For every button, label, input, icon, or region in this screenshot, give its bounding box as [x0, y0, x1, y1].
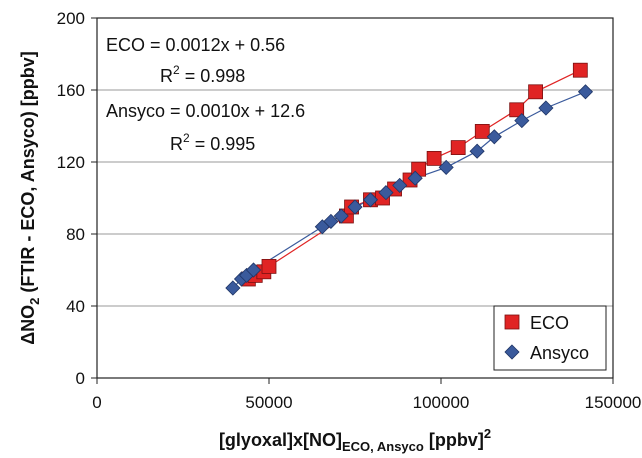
y-tick-label: 0 — [76, 369, 85, 388]
y-tick-label: 120 — [57, 153, 85, 172]
eco-r2-sup: 2 — [173, 63, 180, 77]
data-point-ansyco — [225, 280, 241, 296]
y-tick-label: 40 — [66, 297, 85, 316]
y-axis-label-pre: ΔNO — [18, 305, 38, 345]
data-point-ansyco — [323, 213, 339, 229]
ansyco-r-squared: R2 = 0.995 — [170, 131, 255, 154]
legend-eco-label: ECO — [530, 313, 569, 333]
x-tick-label: 150000 — [585, 393, 642, 412]
x-axis-label-sub: ECO, Ansyco — [342, 439, 424, 454]
y-tick-label: 80 — [66, 225, 85, 244]
ansyco-r2-value: = 0.995 — [190, 134, 256, 154]
data-point-ansyco — [333, 208, 349, 224]
ansyco-fit-equation: Ansyco = 0.0010x + 12.6 — [106, 101, 305, 121]
data-point-eco — [572, 62, 588, 78]
data-markers — [225, 62, 594, 296]
x-tick-label: 50000 — [245, 393, 292, 412]
data-point-ansyco — [486, 129, 502, 145]
axis-ticks: 0 40 80 120 160 200 0 50000 100000 150000 — [57, 9, 642, 412]
plot-area — [96, 17, 614, 379]
data-point-ansyco — [469, 143, 485, 159]
legend-eco-marker — [504, 314, 520, 330]
annotation-ansyco: Ansyco = 0.0010x + 12.6 R2 = 0.995 — [106, 101, 305, 154]
data-point-eco — [261, 258, 277, 274]
data-point-ansyco — [514, 113, 530, 129]
y-tick-label: 160 — [57, 81, 85, 100]
series-line-ansyco — [232, 91, 586, 289]
data-point-ansyco — [347, 199, 363, 215]
data-point-ansyco — [362, 192, 379, 208]
data-point-ansyco — [438, 159, 454, 175]
eco-fit-equation: ECO = 0.0012x + 0.56 — [106, 35, 285, 55]
x-axis-label-main: [glyoxal]x[NO] — [219, 430, 342, 450]
data-point-eco — [474, 124, 490, 139]
legend-ansyco-label: Ansyco — [530, 343, 589, 363]
annotation-eco: ECO = 0.0012x + 0.56 R2 = 0.998 — [106, 35, 285, 86]
y-axis-label-post: (FTIR - ECO, Ansyco) [ppbv] — [18, 51, 38, 297]
ansyco-r2-sup: 2 — [183, 131, 190, 145]
x-axis-label-sup: 2 — [484, 426, 491, 441]
x-axis-label: [glyoxal]x[NO]ECO, Ansyco [ppbv]2 — [219, 426, 491, 454]
data-point-eco — [450, 140, 466, 156]
eco-r2-label: R — [160, 66, 173, 86]
data-point-ansyco — [378, 185, 394, 201]
data-point-ansyco — [245, 262, 262, 278]
data-point-eco — [509, 102, 525, 118]
y-axis-label: ΔNO2 (FTIR - ECO, Ansyco) [ppbv] — [18, 51, 42, 345]
eco-r-squared: R2 = 0.998 — [160, 63, 245, 86]
x-tick-label: 100000 — [413, 393, 470, 412]
x-tick-label: 0 — [92, 393, 101, 412]
y-axis-label-sub: 2 — [27, 298, 42, 305]
data-point-ansyco — [407, 170, 423, 186]
grid-lines — [97, 89, 613, 307]
data-point-eco — [528, 84, 543, 100]
legend-ansyco-marker — [504, 344, 520, 360]
data-point-ansyco — [538, 100, 554, 116]
x-axis-label-unit: [ppbv] — [424, 430, 484, 450]
ansyco-r2-label: R — [170, 134, 183, 154]
data-point-ansyco — [392, 177, 408, 193]
y-tick-label: 200 — [57, 9, 85, 28]
eco-r2-value: = 0.998 — [180, 66, 246, 86]
data-point-ansyco — [577, 84, 594, 100]
data-point-eco — [426, 150, 442, 166]
legend: ECO Ansyco — [493, 305, 607, 371]
